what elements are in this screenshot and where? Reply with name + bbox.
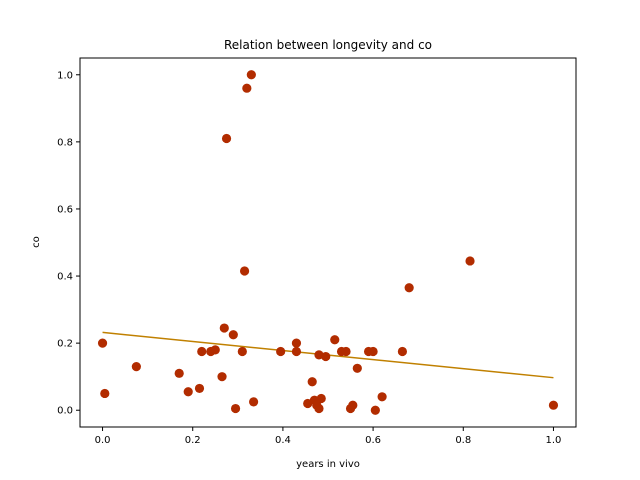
x-axis-label: years in vivo (296, 459, 360, 470)
data-point-30 (330, 335, 340, 345)
x-tick-label-3: 0.6 (365, 435, 381, 446)
data-point-41 (404, 283, 414, 293)
data-point-15 (239, 266, 250, 276)
data-point-40 (397, 346, 407, 357)
data-point-37 (368, 346, 378, 357)
data-point-19 (276, 346, 286, 357)
x-tick-label-0: 0.0 (95, 435, 111, 446)
data-point-4 (183, 387, 193, 397)
data-point-5 (194, 383, 205, 394)
data-point-14 (237, 346, 247, 357)
y-tick-label-0: 0.0 (57, 406, 73, 417)
data-point-20 (291, 346, 302, 357)
data-point-0 (97, 338, 108, 348)
data-point-26 (314, 403, 324, 414)
data-point-18 (249, 397, 259, 407)
data-point-28 (316, 393, 326, 404)
plot-area: 0.0 0.2 0.4 0.6 0.8 1.0 0.0 0.2 0.4 0.6 0.8 1.0 (57, 57, 577, 446)
chart-title: Relation between longevity and co (224, 38, 432, 52)
y-axis-label: co (31, 236, 42, 248)
data-point-42 (465, 256, 475, 266)
y-tick-label-3: 0.6 (57, 204, 73, 215)
data-point-16 (242, 83, 252, 93)
data-point-34 (348, 400, 358, 410)
y-tick-label-2: 0.4 (57, 272, 73, 283)
data-point-32 (341, 346, 351, 357)
data-point-8 (210, 345, 220, 355)
data-point-11 (221, 133, 232, 144)
data-point-1 (100, 388, 110, 399)
data-point-39 (377, 392, 387, 402)
data-point-3 (174, 368, 184, 378)
x-tick-label-2: 0.4 (275, 435, 291, 446)
x-tick-label-5: 1.0 (546, 435, 562, 446)
y-tick-label-5: 1.0 (57, 70, 73, 81)
data-point-43 (548, 400, 559, 410)
plot-frame (79, 57, 577, 428)
data-point-6 (197, 346, 207, 357)
data-point-23 (307, 377, 317, 387)
data-point-35 (352, 363, 362, 373)
data-point-29 (321, 351, 331, 362)
y-tick-label-4: 0.8 (57, 137, 73, 148)
data-point-10 (219, 323, 229, 333)
x-tick-label-1: 0.2 (185, 435, 201, 446)
data-point-38 (370, 405, 380, 415)
data-point-9 (217, 372, 227, 382)
x-tick-label-4: 0.8 (455, 435, 471, 446)
y-tick-label-1: 0.2 (57, 339, 73, 350)
data-point-21 (291, 338, 302, 348)
data-point-12 (228, 330, 238, 340)
data-point-2 (131, 362, 141, 372)
data-point-17 (246, 70, 256, 80)
data-point-13 (230, 403, 241, 414)
